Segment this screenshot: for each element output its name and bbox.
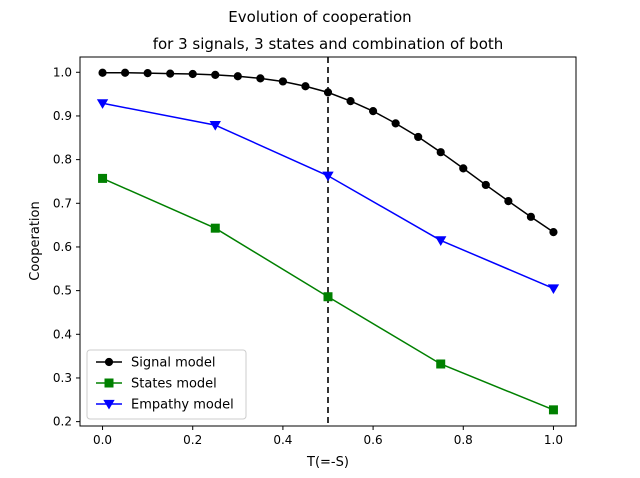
data-point	[436, 359, 446, 369]
data-point	[548, 405, 558, 415]
y-tick-label: 0.3	[53, 371, 72, 385]
data-point	[346, 97, 355, 106]
data-point	[323, 292, 333, 302]
data-point	[414, 132, 423, 142]
data-point	[143, 69, 152, 78]
data-point	[435, 236, 447, 246]
data-point	[120, 68, 130, 77]
x-tick-label: 1.0	[544, 433, 563, 447]
legend-item: Empathy model	[96, 398, 234, 413]
y-tick-label: 0.7	[53, 196, 72, 210]
y-tick-label: 0.4	[53, 327, 72, 341]
y-tick-label: 1.0	[53, 65, 72, 79]
data-point	[211, 70, 220, 80]
y-axis-ticks: 0.2 0.3 0.4 0.5 0.6 0.7 0.8 0.9 1.0	[53, 65, 80, 429]
data-point	[188, 69, 197, 79]
y-tick-label: 0.8	[53, 153, 72, 167]
data-point	[547, 284, 560, 294]
series-states-model	[98, 173, 558, 415]
legend-swatch-marker	[104, 357, 114, 367]
legend-box	[86, 349, 247, 420]
x-tick-label: 0.2	[183, 433, 202, 447]
legend-label: States model	[131, 377, 217, 392]
data-point	[481, 180, 490, 190]
x-axis-label: T(=-S)	[306, 455, 349, 470]
data-point	[368, 107, 378, 116]
data-point	[301, 82, 310, 91]
data-point	[98, 68, 107, 77]
x-tick-label: 0.0	[93, 433, 112, 447]
y-tick-label: 0.6	[53, 240, 72, 254]
series-signal-model	[98, 68, 558, 237]
data-point	[459, 164, 468, 173]
legend-item: States model	[96, 377, 217, 392]
data-point	[526, 212, 536, 221]
x-tick-label: 0.8	[454, 433, 473, 447]
legend-label: Signal model	[131, 356, 216, 371]
legend: Signal model States model Empathy model	[86, 349, 247, 420]
data-point	[98, 173, 108, 183]
legend-items: Signal model States model Empathy model	[96, 356, 234, 413]
data-point	[96, 99, 109, 109]
data-point	[233, 72, 242, 81]
plot-border	[79, 56, 577, 427]
data-point	[209, 121, 221, 131]
data-point	[256, 74, 265, 83]
data-point	[323, 88, 333, 97]
legend-swatch-marker	[103, 399, 115, 410]
data-point	[278, 77, 288, 86]
data-point	[391, 119, 400, 128]
data-point	[504, 197, 513, 206]
y-tick-label: 0.9	[53, 109, 72, 123]
series-empathy-model	[96, 99, 560, 294]
y-axis-label: Cooperation	[28, 201, 43, 280]
data-point	[166, 69, 175, 78]
chart-subtitle: for 3 signals, 3 states and combination …	[153, 35, 504, 53]
x-axis-ticks: 0.0 0.2 0.4 0.6 0.8 1.0	[93, 426, 563, 447]
legend-swatch-marker	[104, 378, 114, 388]
x-tick-label: 0.4	[273, 433, 292, 447]
legend-label: Empathy model	[131, 398, 234, 413]
data-point	[322, 171, 334, 182]
chart-title: Evolution of cooperation	[228, 8, 411, 26]
x-tick-label: 0.6	[364, 433, 383, 447]
y-tick-label: 0.2	[53, 415, 72, 429]
legend-item: Signal model	[96, 356, 216, 371]
series-group	[96, 68, 560, 415]
data-point	[549, 228, 558, 237]
y-tick-label: 0.5	[53, 284, 72, 298]
data-point	[210, 223, 220, 233]
data-point	[436, 148, 445, 157]
